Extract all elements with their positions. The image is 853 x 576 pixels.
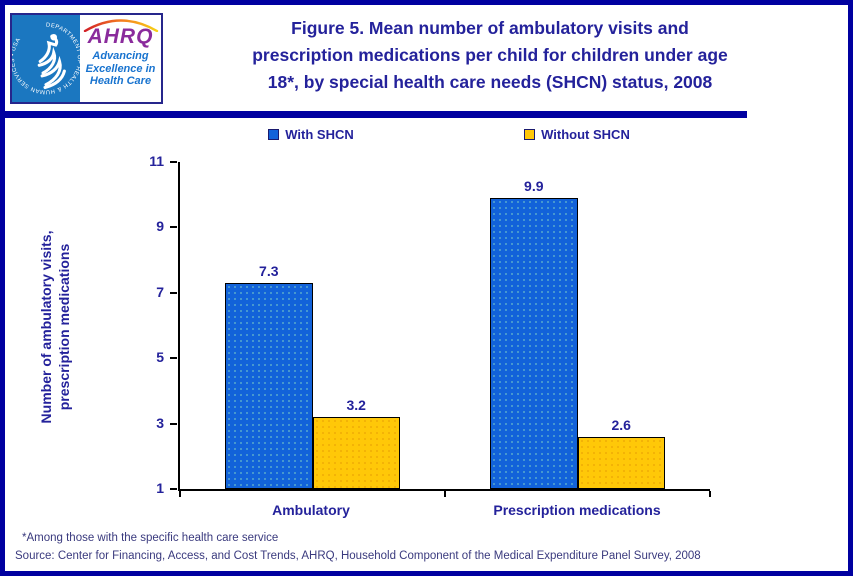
header-divider (5, 111, 747, 118)
footnote-source: Source: Center for Financing, Access, an… (15, 550, 701, 562)
bar-value-label: 2.6 (611, 416, 631, 433)
figure-title-line: prescription medications per child for c… (252, 45, 728, 65)
bar-group: 7.3 3.2 (180, 162, 445, 489)
legend: With SHCN Without SHCN (178, 127, 710, 142)
x-tick (709, 491, 711, 497)
plot-area: 11 9 7 5 3 1 7.3 3.2 9.9 2.6 (149, 153, 711, 497)
ahrq-logo: AHRQ Advancing Excellence in Health Care (80, 15, 161, 102)
y-tick-mark (170, 226, 177, 229)
x-tick (444, 491, 446, 497)
legend-item: Without SHCN (444, 127, 710, 142)
legend-swatch (524, 129, 536, 140)
figure-title-line: 18*, by special health care needs (SHCN)… (267, 72, 713, 92)
figure-title-line: Figure 5. Mean number of ambulatory visi… (291, 18, 689, 38)
bar-value-label: 9.9 (524, 177, 544, 194)
x-axis-labels: Ambulatory Prescription medications (178, 502, 710, 518)
y-tick-label: 1 (156, 480, 164, 496)
ahrq-tagline-line: Health Care (89, 75, 152, 87)
ahrq-wordmark: AHRQ (87, 25, 154, 48)
y-axis-title-line: Number of ambulatory visits, (38, 230, 54, 424)
bar-with-shcn: 7.3 (225, 263, 313, 489)
y-tick-mark (170, 488, 177, 490)
bar-groups: 7.3 3.2 9.9 2.6 (180, 162, 710, 489)
bar-without-shcn: 2.6 (577, 417, 665, 489)
hhs-ahrq-logo: DEPARTMENT OF HEALTH & HUMAN SERVICES • … (10, 13, 163, 104)
footnotes: *Among those with the specific health ca… (15, 529, 701, 565)
hhs-eagle-icon: DEPARTMENT OF HEALTH & HUMAN SERVICES • … (12, 23, 80, 95)
bar-value-label: 3.2 (346, 397, 366, 414)
footnote-asterisk: *Among those with the specific health ca… (22, 532, 279, 544)
legend-label: With SHCN (285, 127, 354, 142)
rainbow-arc-icon (83, 19, 158, 32)
bar-with-shcn: 9.9 (490, 178, 578, 489)
ahrq-tagline-line: Excellence in (85, 62, 156, 75)
bar-without-shcn: 3.2 (312, 397, 400, 489)
legend-item: With SHCN (178, 127, 444, 142)
y-tick-label: 11 (149, 153, 164, 169)
y-tick-mark (170, 357, 177, 360)
legend-label: Without SHCN (541, 127, 630, 142)
bar-group: 9.9 2.6 (445, 162, 710, 489)
figure-title: Figure 5. Mean number of ambulatory visi… (185, 15, 795, 96)
y-tick-label: 9 (156, 218, 164, 235)
y-axis-title-line: prescription medications (56, 243, 72, 411)
bar-value-label: 7.3 (259, 263, 279, 279)
hhs-logo: DEPARTMENT OF HEALTH & HUMAN SERVICES • … (12, 15, 80, 102)
y-tick-mark (170, 161, 177, 163)
y-tick-mark (170, 291, 177, 294)
y-tick-label: 3 (156, 414, 164, 431)
y-tick-label: 5 (156, 349, 164, 366)
y-tick-mark (170, 422, 177, 425)
x-tick (179, 491, 181, 497)
legend-swatch (268, 129, 280, 140)
ahrq-tagline: Advancing Excellence in Health Care (86, 50, 156, 88)
y-tick-label: 7 (156, 283, 164, 300)
x-category-label: Prescription medications (493, 502, 661, 518)
y-axis-title: Number of ambulatory visits, prescriptio… (37, 127, 73, 527)
ahrq-tagline-line: Advancing (92, 50, 149, 62)
x-category-label: Ambulatory (272, 502, 350, 518)
